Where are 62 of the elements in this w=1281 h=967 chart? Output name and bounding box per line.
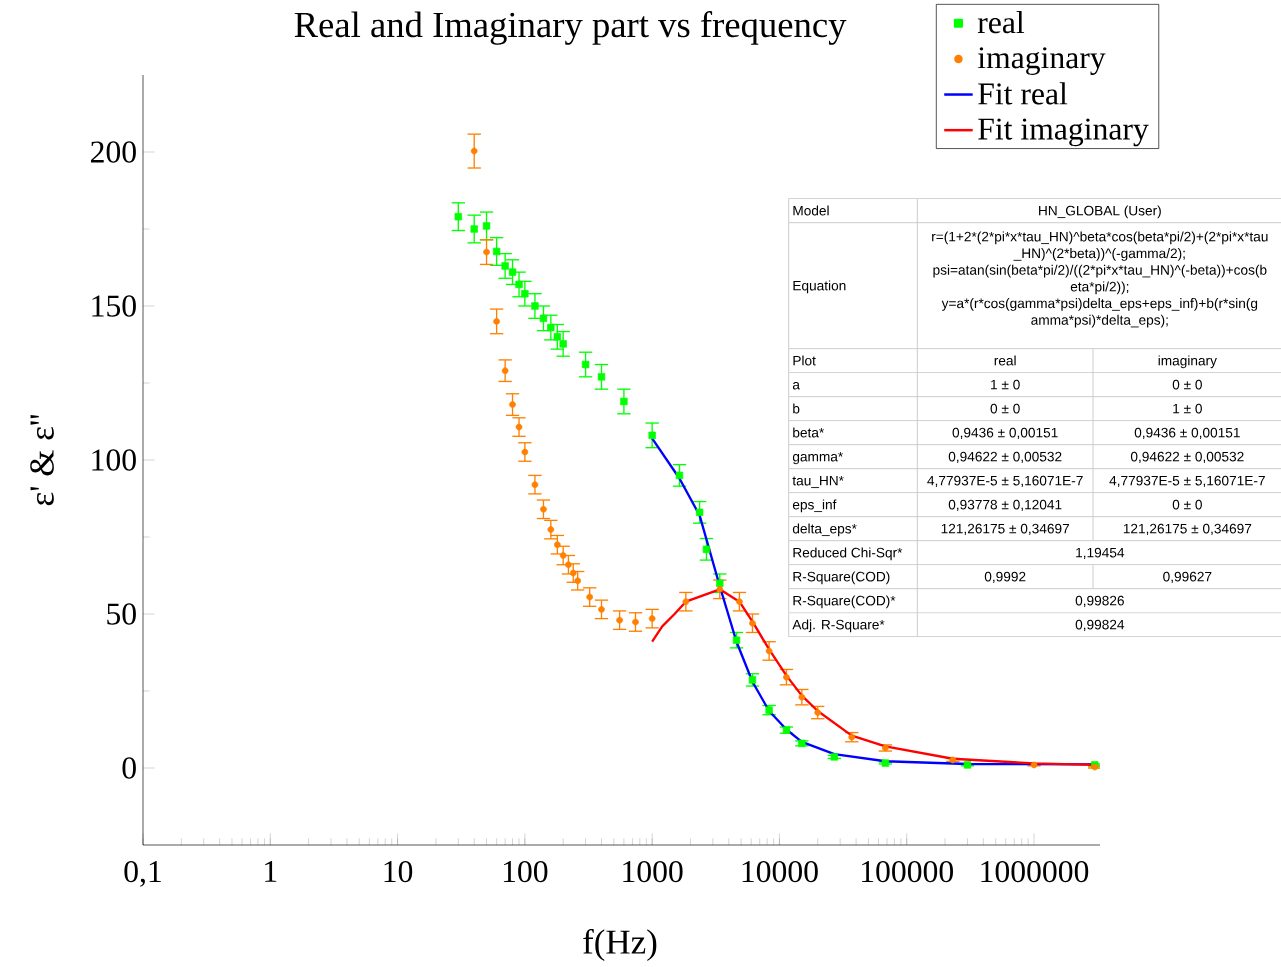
text: imaginary bbox=[1158, 355, 1217, 369]
annotation: 0,9436 ± 0,00151 bbox=[952, 427, 1058, 440]
annotation: delta_eps* bbox=[792, 523, 857, 537]
annotation: gamma* bbox=[792, 451, 843, 465]
annotation: 0 ± 0 bbox=[990, 403, 1020, 414]
annotation: real bbox=[994, 355, 1016, 366]
chart-title: Real and Imaginary part vs frequency bbox=[294, 11, 847, 45]
x-tick-label: 1 bbox=[265, 860, 277, 882]
text: 0,94622 ± 0,00532 bbox=[1130, 451, 1244, 464]
annotation: beta* bbox=[793, 427, 825, 438]
annotation: _HN)^(2*beta))^(-gamma/2); bbox=[1013, 248, 1185, 261]
annotation: 0,9992 bbox=[984, 571, 1026, 584]
annotation: b bbox=[793, 403, 800, 414]
x-tick-label: 100 bbox=[503, 860, 548, 883]
annotation: eta*pi/2)); bbox=[1070, 281, 1129, 295]
y-tick-label: 100 bbox=[92, 449, 136, 471]
text: 121,26175 ± 0,34697 bbox=[1123, 523, 1252, 536]
text: 1 ± 0 bbox=[1173, 403, 1202, 414]
y-tick-label: 200 bbox=[91, 141, 136, 163]
x-tick-label: 1000 bbox=[623, 860, 683, 883]
annotation: tau_HN* bbox=[792, 475, 844, 489]
annotation: 1 ± 0 bbox=[991, 379, 1020, 390]
text: 0,9436 ± 0,00151 bbox=[1134, 427, 1240, 440]
annotation: 0,99824 bbox=[1075, 619, 1125, 632]
x-tick-label: 100000 bbox=[861, 860, 953, 883]
x-tick-label: 10 bbox=[384, 860, 413, 883]
text: 0 ± 0 bbox=[1172, 499, 1202, 510]
x-tick-label: 10000 bbox=[742, 860, 818, 883]
y-tick-label: 50 bbox=[107, 603, 136, 625]
annotation: 0,99826 bbox=[1075, 595, 1124, 608]
y-tick-label: 0 bbox=[122, 757, 136, 779]
annotation: Reduced Chi-Sqr* bbox=[793, 547, 903, 561]
annotation: psi=atan(sin(beta*pi/2)/((2*pi*x*tau_HN)^(-beta))+cos(b bbox=[933, 264, 1267, 278]
annotation: 4,77937E-5 ± 5,16071E-7 bbox=[927, 475, 1083, 488]
annotation: R-Square(COD)* bbox=[793, 595, 896, 609]
annotation: HN_GLOBAL (User) bbox=[1039, 205, 1161, 219]
annotation: R-Square(COD) bbox=[793, 571, 890, 585]
text: 4,77937E-5 ± 5,16071E-7 bbox=[1109, 475, 1265, 488]
legend-label: real bbox=[977, 11, 1025, 34]
annotation: 1,19454 bbox=[1076, 547, 1125, 560]
y-tick-label: 150 bbox=[92, 295, 136, 317]
legend-label: Fit real bbox=[978, 82, 1068, 105]
x-tick-label: 1000000 bbox=[981, 860, 1089, 883]
annotation: Plot bbox=[793, 355, 816, 366]
y-axis-title: ε' & ε'' bbox=[30, 414, 54, 506]
annotation: 121,26175 ± 0,34697 bbox=[941, 523, 1070, 536]
annotation: Adj. R-Square* bbox=[792, 619, 885, 633]
annotation: Model bbox=[793, 205, 829, 216]
annotation: 0,94622 ± 0,00532 bbox=[948, 451, 1062, 464]
annotation: Equation bbox=[793, 280, 846, 294]
text: 0 ± 0 bbox=[1172, 379, 1202, 390]
x-tick-label: 0,1 bbox=[124, 860, 161, 887]
legend-label: Fit imaginary bbox=[978, 118, 1149, 147]
legend-label: imaginary bbox=[977, 47, 1106, 75]
x-axis-title: f(Hz) bbox=[583, 928, 657, 962]
annotation: 0,93778 ± 0,12041 bbox=[948, 499, 1062, 512]
annotation: amma*psi)*delta_eps); bbox=[1031, 314, 1168, 328]
annotation: a bbox=[792, 381, 800, 390]
annotation: y=a*(r*cos(gamma*psi)delta_eps+eps_inf)+b(r*sin(g bbox=[941, 298, 1258, 311]
text: 0,99627 bbox=[1163, 571, 1212, 584]
annotation: r=(1+2*(2*pi*x*tau_HN)^beta*cos(beta*pi/2)+(2*pi*x*tau bbox=[932, 231, 1268, 245]
annotation: eps_inf bbox=[792, 499, 837, 513]
